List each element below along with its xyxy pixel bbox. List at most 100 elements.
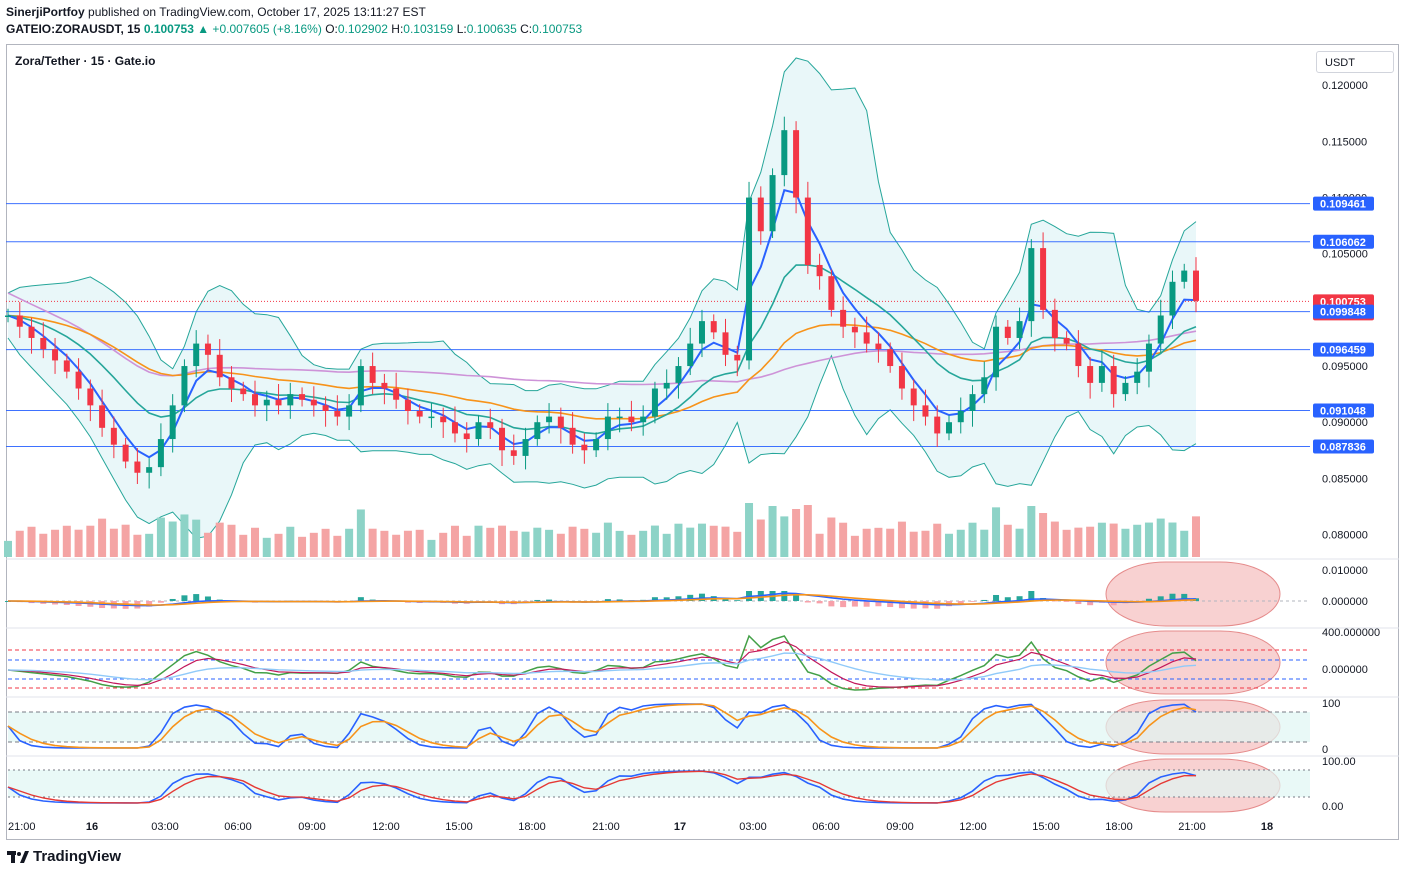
candle-body-100 [1181,270,1188,282]
candle-body-19 [228,377,235,389]
candle-body-60 [710,321,717,333]
y-tick-label-5: 0.095000 [1322,361,1368,373]
candle-body-38 [451,422,458,434]
tradingview-logo[interactable]: TradingView [7,848,121,865]
candle-body-73 [863,332,870,344]
candle-body-8 [99,405,106,428]
volume-bar-76 [897,521,906,557]
stoch-tick-1: 0.00 [1322,801,1343,813]
candle-body-7 [87,388,94,406]
volume-bar-46 [545,529,554,557]
macd-hist-70 [828,601,835,607]
candle-body-88 [1040,248,1047,310]
volume-bar-36 [427,539,436,557]
stoch-rsi-band [8,712,1310,742]
volume-bar-96 [1133,524,1142,557]
x-tick-label-15: 18:00 [1105,821,1133,833]
macd-hist-94 [1110,601,1117,606]
volume-bar-22 [262,537,271,557]
volume-bar-25 [298,536,307,557]
y-tick-label-0: 0.120000 [1322,80,1368,92]
candle-body-0 [5,315,11,317]
level-tag-bg-1 [1313,234,1374,249]
macd-hist-87 [1028,591,1035,601]
volume-bar-99 [1168,522,1177,557]
volume-bar-21 [251,527,260,557]
macd-hist-13 [157,601,164,603]
volume-bar-66 [780,516,789,557]
volume-bar-31 [368,528,377,557]
candle-body-58 [687,343,694,367]
candle-body-97 [1145,343,1152,372]
candle-body-76 [898,366,905,389]
cci-maroon-line [7,641,1197,688]
candle-body-34 [404,399,411,411]
volume-bar-67 [792,509,801,557]
publisher-name[interactable]: SinerjiPortfoy [6,5,85,19]
x-tick-label-10: 03:00 [739,821,767,833]
volume-bar-41 [486,527,495,557]
bollinger-band-fill [8,58,1196,539]
level-tag-bg-0 [1313,196,1374,211]
candle-body-44 [522,439,529,456]
macd-hist-90 [1063,601,1070,602]
open-label: O: [325,22,338,36]
close-value: 0.100753 [532,22,583,36]
symbol-label: GATEIO:ZORAUSDT, 15 [6,22,141,36]
volume-bar-4 [51,529,60,557]
volume-bar-39 [462,535,471,557]
volume-bar-23 [274,533,283,557]
macd-hist-85 [1004,597,1011,601]
volume-bar-62 [733,531,742,557]
last-price: 0.100753 [143,22,194,36]
volume-bar-83 [980,529,989,557]
volume-bar-7 [86,525,95,557]
candle-body-1 [16,315,23,327]
candle-body-96 [1134,371,1141,383]
volume-bar-93 [1097,522,1106,557]
volume-bar-37 [439,532,448,557]
volume-bar-78 [921,530,930,557]
candle-body-74 [875,343,882,350]
volume-bar-55 [650,525,659,557]
volume-bar-90 [1062,529,1071,557]
x-tick-label-14: 15:00 [1032,821,1060,833]
candle-body-28 [334,410,341,417]
volume-bar-79 [933,523,942,557]
macd-highlight [1105,561,1281,627]
volume-bar-71 [839,522,848,557]
candle-body-80 [945,422,952,434]
volume-bar-5 [62,525,71,557]
volume-bar-49 [580,528,589,557]
volume-bar-27 [321,528,330,557]
candle-body-45 [534,422,541,440]
candle-body-63 [746,197,753,361]
candle-body-42 [499,427,506,451]
level-tag-label-0: 0.109461 [1320,199,1366,211]
macd-hist-52 [616,599,623,601]
y-tick-label-8: 0.080000 [1322,530,1368,542]
macd-hist-69 [816,601,823,604]
macd-hist-67 [793,594,800,601]
x-tick-label-12: 09:00 [886,821,914,833]
candle-body-94 [1110,366,1117,395]
volume-bar-11 [133,534,142,557]
candle-body-20 [240,388,247,395]
volume-bar-70 [827,517,836,557]
macd-hist-92 [1087,601,1094,606]
volume-bar-33 [392,534,401,557]
candle-body-5 [63,360,70,372]
candle-body-67 [793,130,800,198]
volume-bar-88 [1039,513,1048,557]
stoch-rsi-tick-1: 0 [1322,744,1328,756]
volume-bar-24 [286,526,295,557]
tradingview-brand: TradingView [33,848,122,865]
close-label: C: [520,22,533,36]
candle-body-15 [181,366,188,406]
macd-hist-98 [1157,596,1164,601]
currency-button[interactable]: USDT [1316,51,1394,73]
volume-bar-43 [509,530,518,557]
macd-hist-16 [193,594,200,601]
volume-bar-44 [521,531,530,557]
